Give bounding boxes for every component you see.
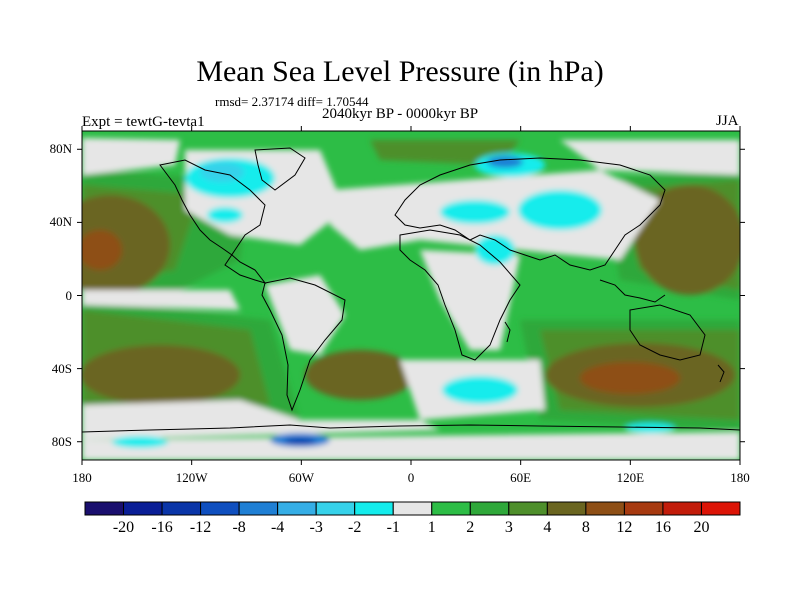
coast-antarctica — [82, 424, 740, 433]
field-east-antarctic-low — [625, 423, 675, 433]
colorbar-swatch — [469, 501, 510, 516]
field-ross-low — [112, 436, 168, 448]
colorbar-label: 1 — [427, 519, 436, 536]
field-south-america-neutral — [265, 275, 345, 355]
coast-madagascar — [504, 321, 511, 343]
lon-label: 120E — [616, 470, 645, 485]
colorbar-label: -2 — [348, 519, 362, 536]
colorbar-label: -16 — [151, 519, 173, 536]
field-arctic-neutral — [82, 138, 180, 175]
field-north-pacific-high — [82, 195, 170, 295]
colorbar-swatch — [431, 501, 471, 516]
field-antarctic-neutral — [82, 432, 740, 460]
lat-label: 40N — [49, 214, 72, 230]
colorbar-swatch — [123, 501, 163, 516]
coastlines — [82, 147, 740, 433]
field-west-pacific-high — [635, 185, 740, 295]
field-mideast-low — [475, 235, 515, 265]
lon-label: 180 — [72, 470, 92, 485]
field-southern-ocean-neutral — [82, 400, 440, 440]
colorbar-swatch — [200, 501, 240, 516]
map-title: Mean Sea Level Pressure (in hPa) — [196, 55, 604, 88]
field-atlantic-small-low — [207, 207, 243, 223]
field-greenland-core — [200, 162, 244, 182]
experiment-label: Expt = tewtG-tevta1 — [82, 114, 205, 130]
lon-label: 120W — [175, 470, 208, 485]
field-eurasia-low — [440, 200, 510, 224]
coast-south-america — [261, 277, 346, 412]
lon-label: 60W — [288, 470, 314, 485]
colorbar-label: -1 — [386, 519, 400, 536]
coast-africa — [399, 229, 521, 361]
colorbar-label: 20 — [693, 519, 710, 536]
field-south-atlantic-low — [442, 376, 518, 404]
colorbar-swatch — [277, 501, 317, 516]
colorbar-swatch — [585, 501, 625, 516]
coast-new-zealand — [717, 364, 725, 383]
colorbar-swatch — [315, 501, 356, 516]
lat-label: 80N — [49, 141, 72, 157]
colorbar-label: -4 — [270, 519, 285, 536]
colorbar — [84, 501, 741, 516]
field-barents-core — [487, 156, 523, 168]
season-label: JJA — [716, 113, 739, 129]
colorbar-label: -20 — [112, 519, 135, 536]
colorbar-swatch — [354, 501, 394, 516]
lon-label: 60E — [510, 470, 532, 485]
coast-north-america — [159, 159, 267, 284]
lat-label: 40S — [51, 360, 72, 376]
field-tropical-pacific-neutral — [82, 290, 240, 310]
field-north-pacific-core — [82, 230, 122, 270]
coast-australia — [629, 304, 706, 361]
lat-label: 0 — [65, 287, 73, 303]
period-text: 2040kyr BP - 0000kyr BP — [322, 106, 479, 122]
colorbar-label: 2 — [466, 519, 475, 536]
coast-greenland — [254, 147, 306, 191]
field-east-arctic-neutral — [560, 140, 740, 175]
colorbar-swatch — [392, 501, 433, 516]
colorbar-label: -8 — [232, 519, 246, 536]
lon-label: 0 — [407, 470, 415, 485]
axis-ticks — [77, 126, 745, 465]
colorbar-swatch — [623, 501, 664, 516]
field-antarctic-core — [284, 438, 316, 444]
colorbar-swatch — [238, 501, 279, 516]
colorbar-label: 4 — [543, 519, 552, 536]
colorbar-swatch — [84, 501, 125, 516]
colorbar-label: 3 — [504, 519, 513, 536]
anomaly-field — [82, 131, 740, 460]
field-south-pacific-high — [82, 345, 240, 405]
colorbar-label: -3 — [309, 519, 323, 536]
field-asia-low — [518, 190, 602, 230]
colorbar-label: 8 — [581, 519, 590, 536]
stats-text: rmsd= 2.37174 diff= 1.70544 — [215, 94, 369, 109]
colorbar-label: 16 — [654, 519, 671, 536]
colorbar-swatch — [662, 501, 702, 516]
field-south-atlantic-high — [305, 350, 415, 400]
colorbar-label: 12 — [616, 519, 633, 536]
colorbar-swatch — [508, 501, 548, 516]
colorbar-swatch — [546, 501, 587, 516]
coast-maritime-asia — [599, 279, 666, 303]
lat-label: 80S — [51, 433, 72, 449]
colorbar-swatch — [700, 501, 741, 516]
field-africa-neutral — [420, 250, 520, 350]
lon-label: 180 — [730, 470, 750, 485]
colorbar-swatch — [161, 501, 202, 516]
field-indian-core — [580, 362, 680, 394]
colorbar-label: -12 — [189, 519, 212, 536]
